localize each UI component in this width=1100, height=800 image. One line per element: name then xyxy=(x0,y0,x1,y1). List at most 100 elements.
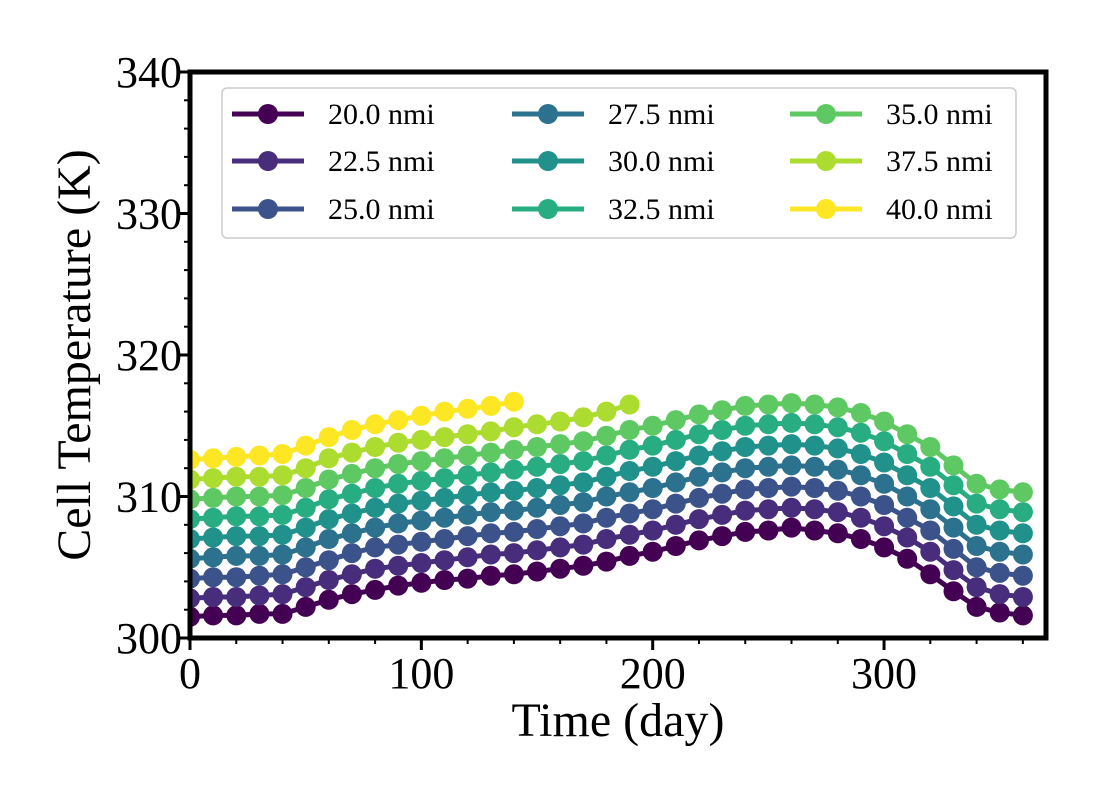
data-point xyxy=(920,541,941,562)
data-point xyxy=(573,534,594,555)
data-point xyxy=(596,551,617,572)
data-point xyxy=(318,427,339,448)
y-tick-label: 340 xyxy=(116,48,182,97)
data-point xyxy=(272,564,293,585)
data-point xyxy=(596,401,617,422)
data-point xyxy=(411,405,432,426)
data-point xyxy=(527,540,547,561)
data-point xyxy=(874,495,895,515)
x-tick-label: 300 xyxy=(851,649,917,698)
legend-item: 27.5 nmi xyxy=(512,98,715,131)
data-point xyxy=(943,538,964,559)
series-40-0-nmi xyxy=(190,391,524,470)
legend-box xyxy=(221,87,1017,239)
legend-swatch-marker xyxy=(258,104,278,124)
data-point xyxy=(781,517,802,538)
data-point xyxy=(318,489,339,510)
data-point xyxy=(804,456,825,477)
data-point xyxy=(365,478,386,498)
data-point xyxy=(341,584,362,605)
data-point xyxy=(365,537,386,558)
data-point xyxy=(712,483,733,504)
data-point xyxy=(897,424,918,445)
data-point xyxy=(712,504,733,525)
data-point xyxy=(689,424,709,445)
data-point xyxy=(388,432,409,453)
data-point xyxy=(457,547,478,568)
data-point xyxy=(295,596,316,617)
data-point xyxy=(341,564,362,585)
legend-item: 22.5 nmi xyxy=(232,145,435,178)
data-point xyxy=(480,565,501,586)
data-point xyxy=(1012,502,1033,523)
data-point xyxy=(411,553,432,573)
series-25-0-nmi xyxy=(190,476,1033,589)
data-point xyxy=(943,517,964,538)
data-point xyxy=(966,577,987,598)
data-point xyxy=(966,557,987,578)
data-point xyxy=(388,410,409,431)
data-point xyxy=(874,473,895,494)
legend-swatch-marker xyxy=(816,104,836,124)
data-point xyxy=(318,509,339,530)
data-point xyxy=(365,437,386,457)
data-point xyxy=(226,506,247,527)
data-point xyxy=(665,493,686,514)
data-point xyxy=(1012,565,1033,586)
data-point xyxy=(318,529,339,549)
data-point xyxy=(388,555,409,576)
data-point xyxy=(943,455,964,476)
data-point xyxy=(966,536,987,556)
data-point xyxy=(550,434,571,455)
data-point xyxy=(665,429,686,450)
data-point xyxy=(434,529,455,549)
legend-swatch-marker xyxy=(538,199,558,219)
data-point xyxy=(318,570,339,590)
data-point xyxy=(295,557,316,578)
data-point xyxy=(226,587,247,607)
data-point xyxy=(550,558,571,579)
data-point xyxy=(527,519,547,539)
data-point xyxy=(966,473,987,494)
data-point xyxy=(712,420,733,440)
data-point xyxy=(365,517,386,538)
data-point xyxy=(735,437,756,457)
legend-label: 32.5 nmi xyxy=(608,193,715,226)
data-point xyxy=(226,526,247,547)
data-point xyxy=(388,493,409,514)
data-point xyxy=(642,435,663,456)
data-point xyxy=(434,448,455,469)
data-point xyxy=(318,448,339,469)
legend-label: 22.5 nmi xyxy=(328,145,435,178)
y-tick-label: 330 xyxy=(116,190,182,239)
data-point xyxy=(712,526,733,547)
data-point xyxy=(850,422,871,443)
data-point xyxy=(226,446,247,467)
data-point xyxy=(272,544,293,565)
data-point xyxy=(989,541,1010,562)
data-point xyxy=(943,581,964,602)
data-point xyxy=(689,445,709,466)
data-point xyxy=(272,485,293,506)
legend-item: 35.0 nmi xyxy=(790,98,993,131)
data-point xyxy=(388,473,409,494)
data-point xyxy=(341,503,362,524)
data-point xyxy=(642,541,663,562)
data-point xyxy=(550,411,571,432)
data-point xyxy=(503,459,524,480)
data-point xyxy=(735,395,756,416)
data-point xyxy=(341,483,362,504)
data-point xyxy=(457,504,478,525)
data-point xyxy=(318,589,339,610)
data-point xyxy=(573,472,594,493)
legend-item: 30.0 nmi xyxy=(512,145,715,178)
data-point xyxy=(874,452,895,473)
data-point xyxy=(619,394,640,415)
data-point xyxy=(434,487,455,508)
data-point xyxy=(665,514,686,535)
data-point xyxy=(850,529,871,549)
data-point xyxy=(573,513,594,534)
data-point xyxy=(249,486,270,507)
legend-swatch-marker xyxy=(538,151,558,171)
data-point xyxy=(457,445,478,466)
